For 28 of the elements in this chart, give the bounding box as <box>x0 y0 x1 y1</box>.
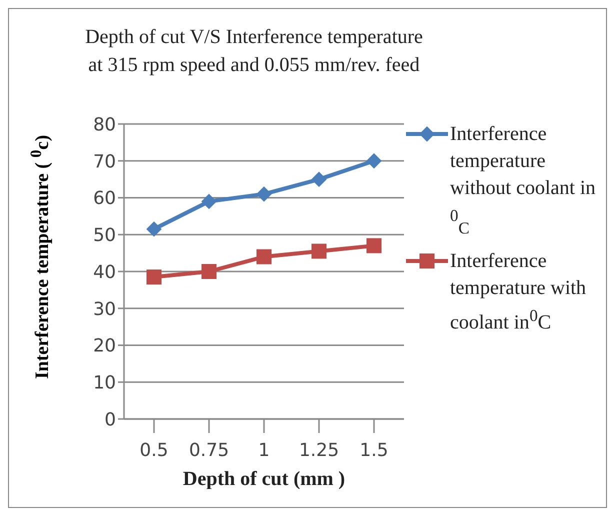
chart-title: Depth of cut V/S Interference temperature <box>84 25 424 50</box>
chart-subtitle: at 315 rpm speed and 0.055 mm/rev. feed <box>87 53 421 78</box>
point <box>146 270 162 285</box>
x-tick-label: 0.75 <box>188 440 230 461</box>
point <box>312 172 326 187</box>
x-axis-title: Depth of cut (mm ) <box>182 468 346 490</box>
point <box>256 186 272 202</box>
point <box>366 238 382 254</box>
point <box>366 153 382 168</box>
point <box>256 249 272 264</box>
y-tick-label: 70 <box>93 151 116 172</box>
x-tick-label: 1.5 <box>360 440 388 461</box>
point <box>202 194 216 209</box>
y-tick-label: 80 <box>93 114 116 136</box>
legend-label: Interference temperature with coolant in$^{0}$C <box>450 248 588 336</box>
x-tick-label: 1.25 <box>298 440 340 461</box>
x-tick-label: 0.5 <box>140 440 168 461</box>
y-tick-label: 10 <box>93 372 116 394</box>
point <box>312 244 326 259</box>
point <box>202 264 216 279</box>
y-tick-label: 40 <box>93 262 116 283</box>
y-tick-label: 0 <box>104 409 116 430</box>
x-tick-label: 1 <box>258 440 270 461</box>
y-tick-label: 50 <box>93 225 116 246</box>
point <box>146 222 162 237</box>
y-tick-label: 20 <box>93 336 116 357</box>
y-tick-label: 60 <box>93 188 116 210</box>
y-tick-label: 30 <box>93 298 116 320</box>
